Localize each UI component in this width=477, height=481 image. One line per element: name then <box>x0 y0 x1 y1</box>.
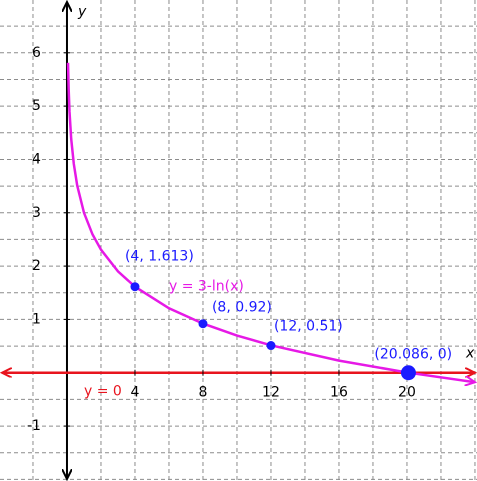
x-tick-label: 4 <box>131 385 140 401</box>
x-tick-label: 20 <box>398 385 416 401</box>
y-tick-label: 5 <box>32 98 41 114</box>
y-tick-label: 1 <box>32 311 41 327</box>
x-tick-label: 12 <box>262 385 280 401</box>
point <box>130 282 140 292</box>
x-tick-label: 8 <box>199 385 208 401</box>
point-label: (8, 0.92) <box>212 300 272 316</box>
point-label: (4, 1.613) <box>125 249 194 265</box>
y-axis-label: y <box>77 4 87 20</box>
y-tick-label: 2 <box>32 258 41 274</box>
x-tick-label: 16 <box>330 385 348 401</box>
y-tick-label: 4 <box>32 151 41 167</box>
point-label: (20.086, 0) <box>374 347 452 363</box>
x-axis-label: x <box>465 346 475 362</box>
point-label: (12, 0.51) <box>274 319 343 335</box>
curve-label: y = 3-ln(x) <box>169 278 244 294</box>
y-tick-label: 3 <box>32 205 41 221</box>
point <box>266 341 276 351</box>
y-tick-label: -1 <box>27 418 41 434</box>
point <box>400 365 416 381</box>
y-tick-label: 6 <box>32 45 41 61</box>
curve <box>66 62 475 382</box>
asymptote-label: y = 0 <box>84 384 122 400</box>
point <box>198 319 208 329</box>
